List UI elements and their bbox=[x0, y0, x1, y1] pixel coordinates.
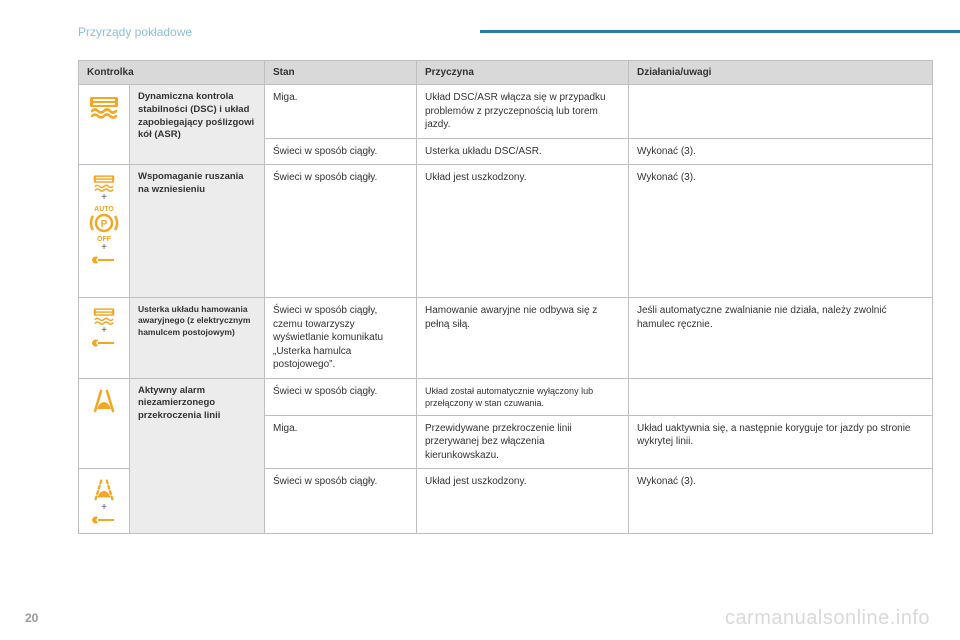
dsc-r1-stan: Miga. bbox=[265, 85, 417, 139]
ebrake-r1-stan: Świeci w sposób ciągły, czemu towarzyszy… bbox=[265, 298, 417, 379]
dsc-r1-dzialania bbox=[629, 85, 933, 139]
hill-r1-dzialania: Wykonać (3). bbox=[629, 165, 933, 298]
dsc-r2-przyczyna: Usterka układu DSC/ASR. bbox=[417, 138, 629, 165]
lane-r2-przyczyna: Przewidywane przekroczenie linii przeryw… bbox=[417, 415, 629, 469]
lane-r1-przyczyna: Układ został automatycznie wyłączony lub… bbox=[417, 378, 629, 415]
wrench-icon bbox=[89, 513, 119, 527]
plus-icon: + bbox=[81, 326, 127, 336]
plus-icon: + bbox=[81, 243, 127, 253]
wrench-icon bbox=[89, 253, 119, 267]
dsc-desc: Dynamiczna kontrola stabilności (DSC) i … bbox=[130, 85, 265, 165]
auto-p-off-icon: AUTO P OFF bbox=[87, 203, 121, 243]
lane-r1-dzialania bbox=[629, 378, 933, 415]
wrench-icon bbox=[89, 336, 119, 350]
top-accent-bar bbox=[480, 30, 960, 33]
plus-icon: + bbox=[81, 503, 127, 513]
col-kontrolka: Kontrolka bbox=[79, 61, 265, 85]
lane-desc: Aktywny alarm niezamierzonego przekrocze… bbox=[130, 378, 265, 534]
skid-icon bbox=[89, 171, 119, 193]
lane-departure-dashed-icon bbox=[87, 475, 121, 503]
svg-text:AUTO: AUTO bbox=[94, 206, 114, 213]
lane-r3-dzialania: Wykonać (3). bbox=[629, 469, 933, 534]
table-row: Aktywny alarm niezamierzonego przekrocze… bbox=[79, 378, 933, 415]
dsc-r2-dzialania: Wykonać (3). bbox=[629, 138, 933, 165]
plus-icon: + bbox=[81, 193, 127, 203]
watermark: carmanualsonline.info bbox=[725, 607, 930, 630]
ebrake-r1-dzialania: Jeśli automatyczne zwalnianie nie działa… bbox=[629, 298, 933, 379]
warning-lights-table: Kontrolka Stan Przyczyna Działania/uwagi bbox=[78, 60, 933, 534]
lane-departure-icon bbox=[87, 385, 121, 415]
lane-r1-stan: Świeci w sposób ciągły. bbox=[265, 378, 417, 415]
lane-r3-przyczyna: Układ jest uszkodzony. bbox=[417, 469, 629, 534]
skid-icon bbox=[89, 304, 119, 326]
skid-icon bbox=[86, 91, 122, 121]
page-number: 20 bbox=[25, 611, 38, 625]
lane-r2-dzialania: Układ uaktywnia się, a następnie koryguj… bbox=[629, 415, 933, 469]
section-title: Przyrządy pokładowe bbox=[78, 25, 192, 39]
hill-desc: Wspomaganie ruszania na wzniesieniu bbox=[130, 165, 265, 298]
svg-text:P: P bbox=[101, 219, 108, 230]
lane-r2-stan: Miga. bbox=[265, 415, 417, 469]
hill-r1-stan: Świeci w sposób ciągły. bbox=[265, 165, 417, 298]
lane-r3-stan: Świeci w sposób ciągły. bbox=[265, 469, 417, 534]
table-row: Dynamiczna kontrola stabilności (DSC) i … bbox=[79, 85, 933, 139]
table-row: + AUTO P OFF + Wspomaganie ruszania na w… bbox=[79, 165, 933, 298]
dsc-r2-stan: Świeci w sposób ciągły. bbox=[265, 138, 417, 165]
col-dzialania: Działania/uwagi bbox=[629, 61, 933, 85]
table-row: + Usterka układu hamowania awaryjnego (z… bbox=[79, 298, 933, 379]
col-przyczyna: Przyczyna bbox=[417, 61, 629, 85]
hill-r1-przyczyna: Układ jest uszkodzony. bbox=[417, 165, 629, 298]
ebrake-r1-przyczyna: Hamowanie awaryjne nie odbywa się z pełn… bbox=[417, 298, 629, 379]
dsc-r1-przyczyna: Układ DSC/ASR włącza się w przypadku pro… bbox=[417, 85, 629, 139]
ebrake-desc: Usterka układu hamowania awaryjnego (z e… bbox=[130, 298, 265, 379]
col-stan: Stan bbox=[265, 61, 417, 85]
